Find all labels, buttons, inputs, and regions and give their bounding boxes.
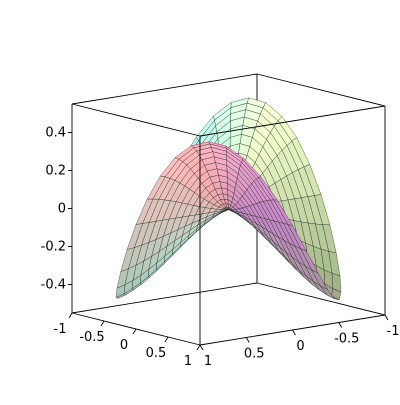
y-axis: 1 0.5 0 -0.5 -1 (199, 314, 400, 369)
y-tick (245, 337, 250, 343)
surface-patch (190, 141, 211, 149)
x-tick (100, 320, 105, 327)
x-tick-label: 1 (184, 354, 192, 369)
box-edge (256, 73, 386, 107)
x-axis: -1 -0.5 0 0.5 1 (54, 312, 201, 369)
x-tick (196, 344, 201, 351)
x-tick (132, 328, 137, 335)
y-tick (384, 314, 389, 321)
y-tick (199, 344, 204, 351)
z-axis: 0.4 0.2 0 -0.2 -0.4 (41, 126, 72, 293)
y-tick-label: 0 (296, 339, 304, 354)
box-edge (71, 282, 258, 314)
box-edge (256, 282, 386, 316)
z-tick-label: -0.2 (41, 240, 66, 255)
x-tick (68, 312, 73, 319)
y-tick (292, 329, 296, 336)
box-edge (199, 105, 386, 137)
x-tick-label: 0 (120, 338, 128, 353)
y-tick-label: -1 (387, 324, 400, 339)
z-tick-label: 0 (58, 202, 66, 217)
surface-mesh (115, 97, 342, 301)
z-tick-label: 0.2 (45, 164, 66, 179)
y-tick-label: 0.5 (244, 347, 265, 362)
bounding-box-front (71, 73, 386, 346)
x-tick-label: -0.5 (79, 330, 104, 345)
y-tick (338, 322, 343, 328)
z-tick-label: -0.4 (41, 278, 66, 293)
x-tick-label: 0.5 (146, 346, 167, 361)
y-tick-label: 1 (204, 354, 212, 369)
z-tick-label: 0.4 (45, 126, 66, 141)
x-tick-label: -1 (54, 322, 67, 337)
box-edge (71, 73, 258, 105)
x-tick (164, 336, 169, 343)
box-edge (71, 103, 201, 137)
y-tick-label: -0.5 (334, 332, 359, 347)
